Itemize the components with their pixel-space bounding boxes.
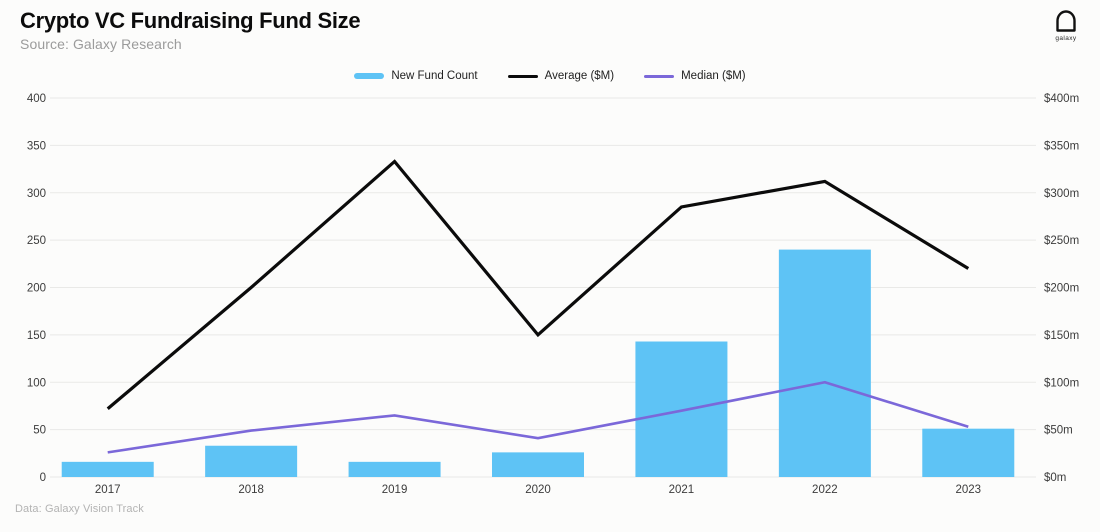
chart-header: Crypto VC Fundraising Fund Size Source: … <box>20 8 361 53</box>
left-axis-tick: 0 <box>40 472 46 484</box>
right-axis-tick: $250m <box>1044 235 1079 247</box>
galaxy-logo-icon <box>1042 8 1090 34</box>
bar-2018 <box>205 445 298 477</box>
bar-2022 <box>778 249 871 477</box>
legend-item-average-m[interactable]: Average ($M) <box>507 70 615 82</box>
bar-2023 <box>922 428 1015 477</box>
left-axis-tick: 100 <box>27 377 46 389</box>
left-axis-tick: 350 <box>27 140 46 152</box>
legend-label: Median ($M) <box>681 70 746 82</box>
legend-swatch-icon <box>354 73 385 79</box>
chart-area: 0 $0m 50 $50m 100 $100m 150 $150m 200 $200m 250 $25… <box>0 88 1100 512</box>
x-axis-label-2023: 2023 <box>955 484 981 496</box>
data-source-note: Data: Galaxy Vision Track <box>15 503 144 515</box>
median-line <box>107 380 969 454</box>
legend-item-median-m[interactable]: Median ($M) <box>644 70 746 82</box>
x-axis-label-2017: 2017 <box>95 484 121 496</box>
bar-2021 <box>635 341 728 477</box>
x-axis-label-2020: 2020 <box>525 484 551 496</box>
galaxy-logo: galaxy <box>1042 8 1090 42</box>
x-axis-label-2018: 2018 <box>238 484 264 496</box>
legend-item-new-fund-count[interactable]: New Fund Count <box>354 70 478 82</box>
right-axis-tick: $200m <box>1044 283 1079 295</box>
left-axis-tick: 200 <box>27 283 46 295</box>
source-subtitle: Source: Galaxy Research <box>20 36 182 53</box>
x-axis-label-2022: 2022 <box>812 484 838 496</box>
left-axis-tick: 150 <box>27 330 46 342</box>
average-line <box>106 159 970 411</box>
legend-swatch-icon <box>507 74 538 78</box>
left-axis-tick: 400 <box>27 93 46 105</box>
right-axis-tick: $400m <box>1044 93 1079 105</box>
left-axis-tick: 250 <box>27 235 46 247</box>
x-axis-label-2021: 2021 <box>669 484 695 496</box>
legend-label: New Fund Count <box>391 70 478 82</box>
right-axis-tick: $150m <box>1044 330 1079 342</box>
right-axis-tick: $300m <box>1044 188 1079 200</box>
chart-svg: 0 $0m 50 $50m 100 $100m 150 $150m 200 $200m 250 $25… <box>27 93 1079 496</box>
chart-legend: New Fund Count Average ($M) Median ($M) <box>0 70 1100 82</box>
bar-2020 <box>492 452 584 477</box>
left-axis-tick: 300 <box>27 188 46 200</box>
legend-label: Average ($M) <box>544 70 615 82</box>
legend-swatch-icon <box>644 74 675 78</box>
left-axis-tick: 50 <box>33 425 46 437</box>
right-axis-tick: $100m <box>1044 377 1079 389</box>
page-title: Crypto VC Fundraising Fund Size <box>20 8 361 33</box>
right-axis-tick: $50m <box>1044 425 1073 437</box>
right-axis-tick: $0m <box>1044 472 1066 484</box>
galaxy-logo-label: galaxy <box>1055 35 1077 42</box>
x-axis-label-2019: 2019 <box>382 484 408 496</box>
bar-2017 <box>61 461 154 477</box>
bar-2019 <box>348 461 441 477</box>
right-axis-tick: $350m <box>1044 140 1079 152</box>
